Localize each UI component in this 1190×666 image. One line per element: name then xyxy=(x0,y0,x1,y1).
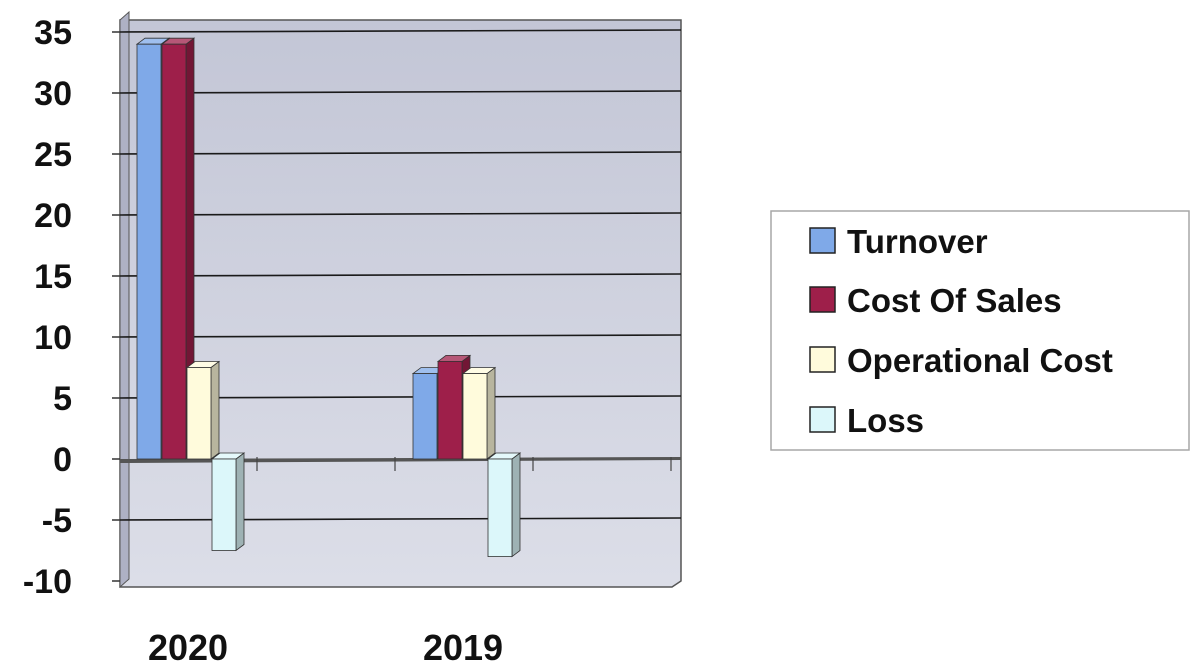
y-axis: 35 30 25 20 15 10 5 0 -5 -10 xyxy=(23,14,120,601)
legend-item: Turnover xyxy=(809,223,988,260)
y-tick-label: -5 xyxy=(42,502,72,540)
plot-area xyxy=(119,10,682,589)
legend-item: Cost Of Sales xyxy=(809,282,1062,319)
legend-swatch xyxy=(809,286,836,313)
legend-swatch xyxy=(809,227,836,254)
y-tick-label: 30 xyxy=(34,75,72,113)
bar-front xyxy=(462,373,488,460)
bar-front xyxy=(412,373,438,460)
bar xyxy=(486,452,522,558)
y-tick-label: -10 xyxy=(23,563,72,601)
bar-side xyxy=(486,366,496,460)
bar-front xyxy=(437,360,463,460)
legend-label: Loss xyxy=(847,402,924,439)
legend-label: Turnover xyxy=(847,223,988,260)
y-tick-label: 5 xyxy=(53,380,72,418)
plot-side-wall xyxy=(119,10,130,589)
legend-item: Operational Cost xyxy=(809,342,1113,379)
bar-front xyxy=(211,458,237,551)
y-tick-label: 0 xyxy=(53,441,72,479)
bars xyxy=(135,37,522,558)
x-axis: 2020 2019 xyxy=(148,457,672,666)
bar-side xyxy=(235,452,245,552)
legend-item: Loss xyxy=(809,402,924,439)
y-tick-label: 20 xyxy=(34,197,72,235)
y-tick-label: 15 xyxy=(34,258,72,296)
bar xyxy=(160,37,196,460)
bar-front xyxy=(487,458,513,557)
legend-swatch xyxy=(809,346,836,373)
legend-box xyxy=(770,210,1190,451)
gridline xyxy=(119,273,682,277)
zero-baseline xyxy=(120,457,681,463)
plot-background xyxy=(119,19,682,588)
legend: Turnover Cost Of Sales Operational Cost Los… xyxy=(770,210,1190,451)
gridline xyxy=(119,212,682,216)
bar-side xyxy=(511,452,521,558)
bar-front xyxy=(161,43,187,460)
bar xyxy=(210,452,246,552)
legend-swatch xyxy=(809,406,836,433)
bar xyxy=(461,366,497,460)
legend-label: Cost Of Sales xyxy=(847,282,1062,319)
gridline xyxy=(119,29,682,33)
bar xyxy=(185,360,221,460)
x-category-label: 2020 xyxy=(148,627,228,666)
bar-front xyxy=(136,43,162,460)
gridline xyxy=(119,334,682,338)
gridline xyxy=(119,151,682,155)
y-tick-label: 10 xyxy=(34,319,72,357)
bar-side xyxy=(210,360,220,460)
bar-front xyxy=(186,367,212,460)
y-tick-label: 25 xyxy=(34,136,72,174)
y-tick-label: 35 xyxy=(34,14,72,52)
gridline xyxy=(119,90,682,94)
legend-label: Operational Cost xyxy=(847,342,1113,379)
x-category-label: 2019 xyxy=(423,627,503,666)
